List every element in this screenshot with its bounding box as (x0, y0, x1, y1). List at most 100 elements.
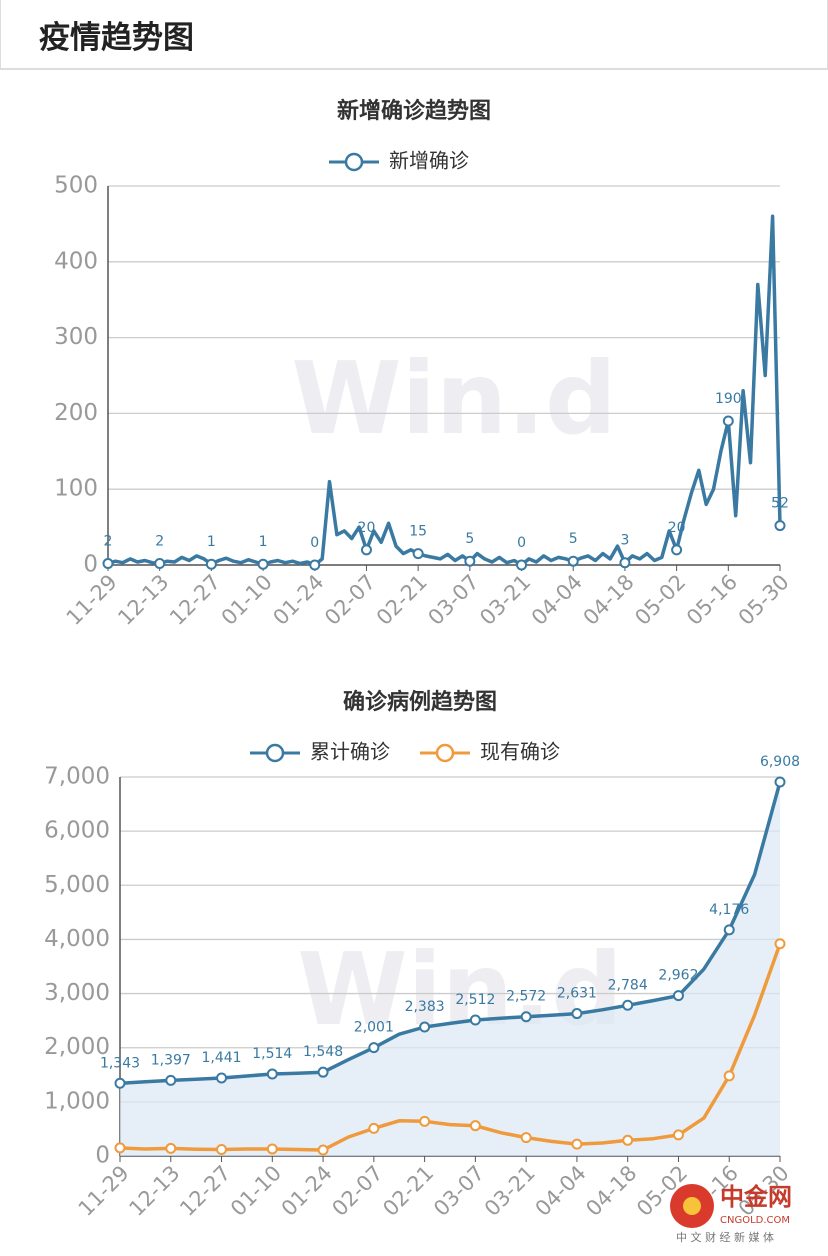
x-tick-label: 12-27 (165, 570, 225, 630)
x-tick-label: 11-29 (74, 1161, 134, 1221)
data-label: 52 (771, 496, 789, 512)
y-tick-label: 0 (83, 552, 98, 578)
x-tick-label: 02-07 (327, 1161, 387, 1221)
x-tick-label: 05-02 (630, 570, 690, 630)
x-tick-label: 04-04 (531, 1161, 591, 1221)
data-label: 1,548 (303, 1044, 343, 1060)
logo-tagline: 中 文 财 经 新 媒 体 (676, 1230, 774, 1244)
data-label: 6,908 (760, 754, 800, 770)
point-marker (114, 1142, 126, 1154)
area (120, 782, 780, 1156)
data-label: 2,631 (557, 986, 597, 1002)
point-marker (671, 544, 683, 556)
logo-mark (683, 1197, 701, 1215)
x-tick-label: 03-07 (429, 1161, 489, 1221)
line (119, 781, 782, 1086)
watermark: Win.d (291, 340, 616, 457)
point-marker (266, 1143, 278, 1155)
data-label: 2 (104, 533, 113, 549)
x-tick-label: 03-21 (480, 1161, 540, 1221)
x-tick-label: 02-21 (378, 1161, 438, 1221)
point-marker (419, 1021, 431, 1033)
legend-label: 累计确诊 (310, 740, 390, 764)
point-marker (619, 557, 631, 569)
y-tick-label: 1,000 (44, 1088, 110, 1114)
legend-swatch (344, 152, 364, 172)
header: 疫情趋势图 (0, 0, 828, 70)
chart-title: 新增确诊趋势图 (337, 98, 491, 124)
y-tick-label: 7,000 (44, 764, 110, 790)
data-label: 2,001 (354, 1020, 394, 1036)
data-label: 1,441 (201, 1050, 241, 1066)
point-marker (722, 415, 734, 427)
point-marker (368, 1042, 380, 1054)
logo-domain: CNGOLD.COM (720, 1215, 790, 1226)
data-label: 2,962 (658, 968, 698, 984)
point-marker (774, 938, 786, 950)
point-marker (723, 924, 735, 936)
legend-swatch (265, 743, 285, 763)
point-marker (774, 520, 786, 532)
data-label: 5 (465, 531, 474, 547)
y-tick-label: 500 (54, 173, 98, 199)
line (107, 214, 782, 567)
x-tick-label: 03-21 (475, 570, 535, 630)
point-marker (464, 555, 476, 567)
line (119, 943, 782, 1152)
data-label: 0 (517, 535, 526, 551)
x-tick-label: 01-24 (268, 570, 328, 630)
point-marker (317, 1066, 329, 1078)
data-label: 190 (715, 391, 742, 407)
x-tick-label: 01-10 (217, 570, 277, 630)
point-marker (266, 1068, 278, 1080)
logo-name: 中金网 (720, 1183, 792, 1211)
legend-label: 新增确诊 (389, 149, 469, 173)
point-marker (516, 559, 528, 571)
point-marker (419, 1115, 431, 1127)
point-marker (165, 1142, 177, 1154)
point-marker (672, 1129, 684, 1141)
data-label: 15 (409, 524, 427, 540)
point-marker (723, 1070, 735, 1082)
point-marker (114, 1077, 126, 1089)
x-tick-label: 12-27 (175, 1161, 235, 1221)
data-label: 20 (358, 520, 376, 536)
x-tick-label: 12-13 (113, 570, 173, 630)
x-tick-label: 02-21 (372, 570, 432, 630)
x-tick-label: 01-24 (277, 1161, 337, 1221)
data-label: 0 (310, 535, 319, 551)
y-tick-label: 100 (54, 476, 98, 502)
data-label: 2,383 (405, 999, 445, 1015)
point-marker (368, 1122, 380, 1134)
x-tick-label: 04-18 (579, 570, 639, 630)
point-marker (571, 1008, 583, 1020)
x-tick-label: 05-16 (682, 570, 742, 630)
y-tick-label: 6,000 (44, 818, 110, 844)
x-tick-label: 04-18 (581, 1161, 641, 1221)
point-marker (412, 548, 424, 560)
point-marker (216, 1144, 228, 1156)
data-label: 2,512 (455, 992, 495, 1008)
point-marker (309, 559, 321, 571)
data-label: 1,397 (151, 1052, 191, 1068)
point-marker (205, 558, 217, 570)
point-marker (102, 557, 114, 569)
point-marker (520, 1011, 532, 1023)
x-tick-label: 05-30 (734, 570, 794, 630)
point-marker (469, 1120, 481, 1132)
point-marker (672, 990, 684, 1002)
x-tick-label: 04-04 (527, 570, 587, 630)
header-title: 疫情趋势图 (39, 20, 194, 56)
point-marker (154, 557, 166, 569)
y-tick-label: 400 (54, 248, 98, 274)
x-tick-label: 02-07 (320, 570, 380, 630)
data-label: 1,514 (252, 1046, 292, 1062)
y-tick-label: 5,000 (44, 872, 110, 898)
y-tick-label: 0 (95, 1143, 110, 1169)
chart-title: 确诊病例趋势图 (343, 689, 497, 715)
data-label: 4,176 (709, 902, 749, 918)
data-label: 2 (155, 533, 164, 549)
y-tick-label: 4,000 (44, 926, 110, 952)
point-marker (165, 1074, 177, 1086)
legend-label: 现有确诊 (480, 740, 560, 764)
